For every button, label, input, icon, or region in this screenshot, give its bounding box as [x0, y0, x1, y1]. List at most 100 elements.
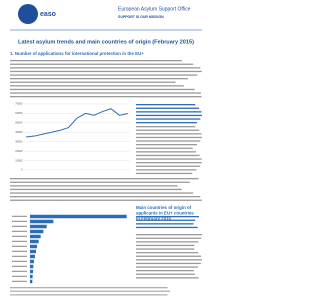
document: easo European Asylum Support Office SUPP…: [10, 4, 202, 296]
text-line: [136, 158, 202, 160]
text-line: [10, 67, 201, 69]
text-line: [10, 96, 202, 98]
text-line: [10, 74, 198, 76]
category-label-line: [12, 265, 27, 267]
text-line: [136, 104, 196, 106]
text-line: [136, 147, 193, 149]
logo-mark: [18, 4, 38, 24]
text-line: [10, 78, 189, 80]
category-label-line: [12, 225, 27, 227]
bar: [30, 264, 34, 269]
text-line: [136, 255, 202, 257]
text-line: [136, 118, 201, 120]
text-line: [136, 219, 196, 221]
text-line: [136, 162, 202, 164]
text-line: [136, 154, 200, 157]
text-line: [10, 196, 201, 198]
text-line: [136, 259, 202, 261]
charts: 0 10000 20000 30000 40000 50000 60000 70000: [12, 102, 130, 284]
text-line: [10, 181, 190, 183]
bar: [30, 244, 37, 249]
y-tick-label: 60000: [15, 111, 23, 115]
bar: [30, 229, 44, 234]
text-line: [10, 178, 199, 180]
text-line: [136, 248, 195, 250]
text-line: [10, 287, 168, 289]
text-line: [10, 185, 178, 187]
text-line: [136, 223, 194, 225]
text-line: [136, 136, 202, 139]
y-tick-label: 0: [21, 168, 23, 172]
text-line: [136, 122, 198, 124]
doc-title: Latest asylum trends and main countries …: [18, 39, 194, 45]
text-line: [136, 107, 200, 109]
text-line: [10, 60, 182, 62]
text-line: [136, 172, 193, 175]
text-line: [10, 70, 202, 73]
text-line: [136, 244, 195, 247]
text-line: [10, 88, 195, 91]
section-heading: 1. Number of applications for internatio…: [10, 51, 144, 56]
text-line: [136, 234, 202, 236]
text-line: [136, 241, 199, 243]
y-tick-label: 20000: [15, 149, 23, 153]
y-tick-label: 40000: [15, 130, 23, 134]
category-label-line: [12, 235, 27, 237]
text-line: [136, 111, 202, 113]
bar: [30, 274, 33, 279]
category-label-line: [12, 250, 27, 252]
text-line: [136, 165, 200, 167]
category-label-line: [12, 215, 27, 217]
text-line: [136, 129, 200, 131]
logo-text: easo: [40, 11, 56, 18]
category-label-line: [12, 280, 27, 282]
text-line: [136, 114, 202, 117]
category-label-line: [12, 255, 27, 257]
bar: [30, 249, 36, 254]
text-line: [10, 63, 194, 65]
y-tick-label: 70000: [15, 102, 23, 106]
section-heading: Main countries of origin of applicants in…: [136, 205, 194, 221]
text-line: [10, 92, 201, 94]
category-label-line: [12, 270, 27, 272]
category-label-line: [12, 220, 27, 222]
text-line: [10, 294, 168, 296]
bar: [30, 254, 35, 259]
text-line: [136, 151, 196, 153]
text-line: [136, 262, 201, 265]
text-line: [10, 85, 184, 87]
text-line: [136, 252, 199, 254]
text-line: [10, 188, 182, 191]
category-label-line: [12, 245, 27, 247]
y-tick-label: 50000: [15, 121, 23, 125]
y-tick-label: 30000: [15, 139, 23, 143]
text-line: [136, 126, 196, 128]
bar: [30, 224, 47, 229]
text-line: [136, 140, 201, 142]
bar: [30, 234, 41, 239]
category-label-line: [12, 275, 27, 277]
slogan: SUPPORT IS OUR MISSION: [118, 15, 164, 19]
text-line: [136, 133, 202, 135]
bar: [30, 239, 39, 244]
category-label-line: [12, 230, 27, 232]
category-label-line: [12, 260, 27, 262]
text-line: [136, 266, 198, 268]
org-name: European Asylum Support Office: [118, 6, 191, 12]
text-line: [136, 144, 197, 146]
text-line: [136, 169, 197, 171]
body-text: [10, 60, 202, 296]
text-line: [10, 199, 202, 201]
bar: [30, 269, 33, 274]
bar: [30, 279, 33, 284]
bar: [30, 259, 34, 264]
bar: [30, 219, 54, 224]
text-line: [136, 270, 194, 272]
y-tick-label: 10000: [15, 158, 23, 162]
text-line: [136, 273, 195, 275]
text-line: [136, 237, 202, 239]
category-label-line: [12, 240, 27, 242]
text-line: [136, 277, 199, 279]
text-line: [136, 216, 199, 218]
